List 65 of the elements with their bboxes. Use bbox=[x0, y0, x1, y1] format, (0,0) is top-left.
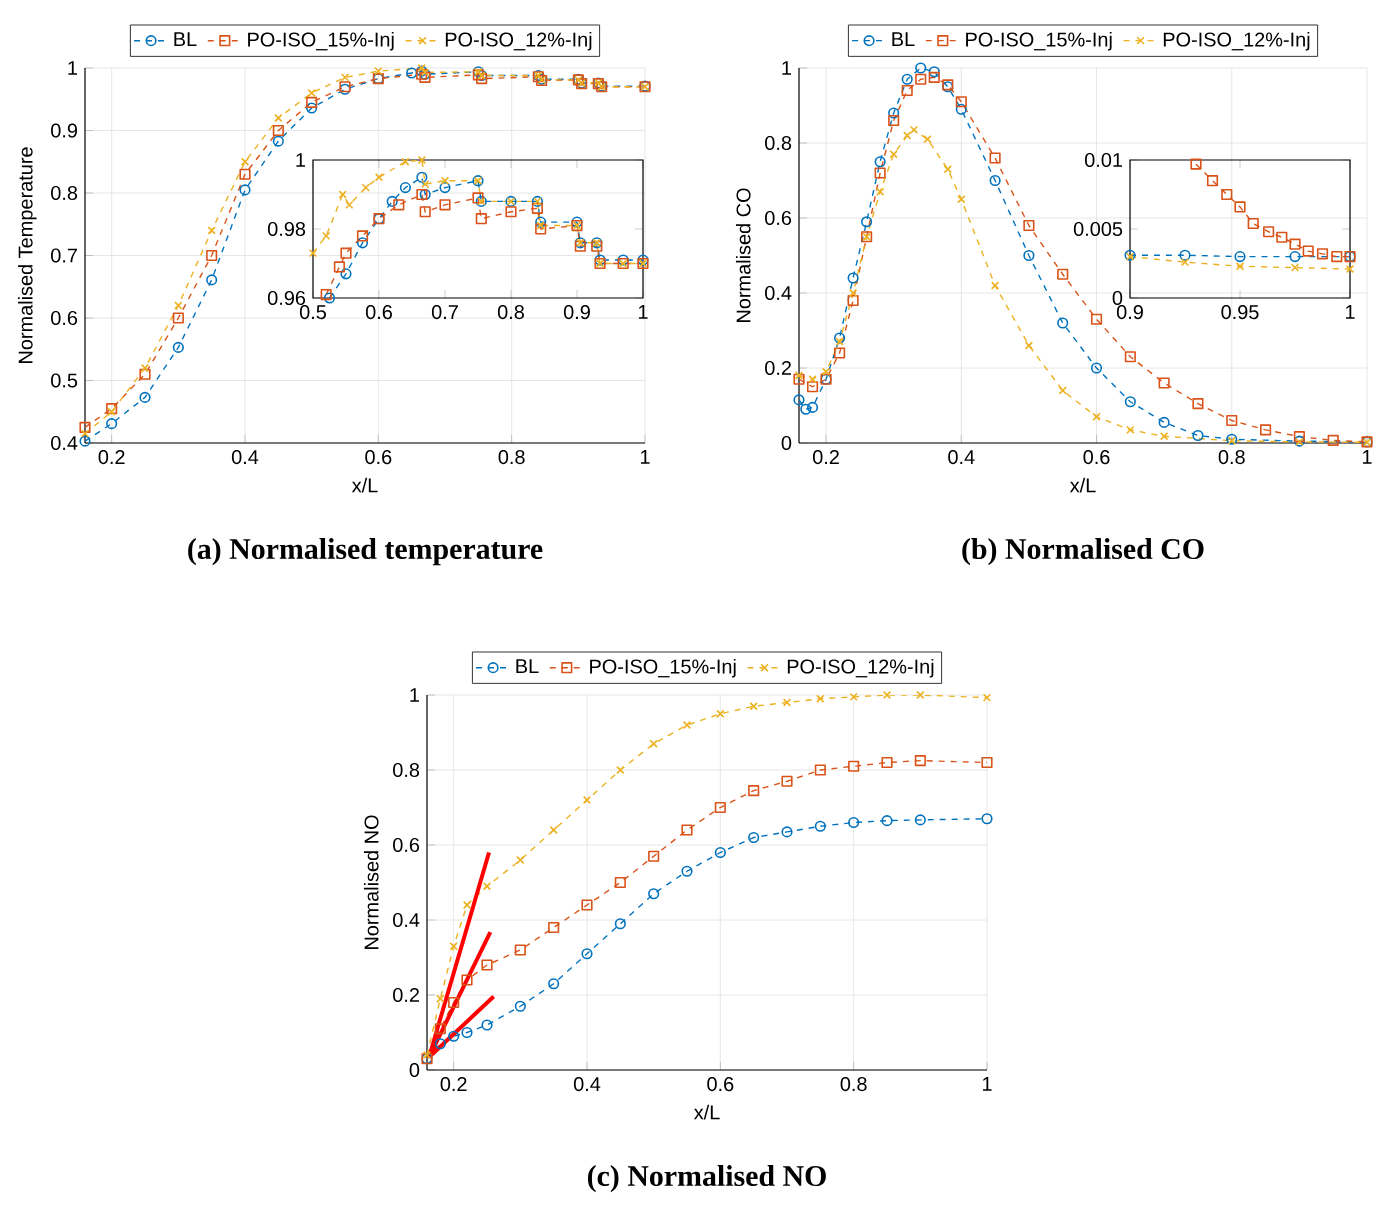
x-tick-label: 0.4 bbox=[573, 1077, 601, 1092]
legend-label: BL bbox=[174, 32, 197, 47]
y-tick-label: 1 bbox=[296, 153, 306, 167]
legend-label: PO-ISO_12%-Inj bbox=[445, 31, 592, 51]
legend-label: PO-ISO_12%-Inj bbox=[1163, 31, 1310, 51]
y-tick-label: 0.8 bbox=[765, 135, 792, 151]
legend-label: PO-ISO_15%-Inj bbox=[966, 31, 1112, 51]
legend-label: BL bbox=[892, 32, 915, 47]
y-tick-label: 0 bbox=[781, 435, 792, 451]
y-tick-label: 0.4 bbox=[51, 435, 78, 451]
x-tick-label: 0.8 bbox=[1218, 450, 1245, 465]
x-tick-label: 0.7 bbox=[431, 305, 458, 320]
x-tick-label: 0.9 bbox=[1116, 305, 1143, 320]
y-tick-label: 0.4 bbox=[393, 912, 420, 928]
x-tick-label: 0.6 bbox=[365, 305, 392, 320]
x-tick-label: 0.8 bbox=[840, 1077, 867, 1092]
legend-label: BL bbox=[516, 659, 539, 674]
y-tick-label: 1 bbox=[410, 688, 420, 702]
x-tick-label: 0.8 bbox=[497, 305, 524, 320]
x-tick-label: 1 bbox=[983, 1077, 992, 1091]
x-tick-label: 0.6 bbox=[707, 1077, 734, 1092]
x-axis-title: x/L bbox=[351, 477, 378, 493]
text: (b) Normalised CO bbox=[962, 538, 1204, 566]
y-tick-label: 0.2 bbox=[393, 987, 419, 1003]
x-tick-label: 0.4 bbox=[948, 450, 975, 465]
y-axis-title: Normalised Temperature bbox=[18, 147, 37, 363]
y-tick-label: 0.96 bbox=[267, 290, 306, 306]
x-axis-title: x/L bbox=[693, 1104, 720, 1120]
y-tick-label: 0.98 bbox=[267, 221, 306, 237]
y-tick-label: 0 bbox=[409, 1062, 420, 1078]
x-tick-label: 0.2 bbox=[440, 1077, 467, 1092]
y-tick-label: 1 bbox=[782, 61, 792, 75]
x-tick-label: 0.95 bbox=[1221, 305, 1259, 320]
y-tick-label: 0.2 bbox=[765, 360, 791, 376]
x-tick-label: 1 bbox=[1346, 305, 1355, 319]
y-tick-label: 0.6 bbox=[393, 837, 420, 853]
y-tick-label: 0.5 bbox=[51, 373, 78, 388]
y-tick-label: 0.8 bbox=[393, 762, 420, 778]
x-tick-label: 1 bbox=[638, 305, 648, 319]
y-tick-label: 0.8 bbox=[51, 185, 78, 201]
y-tick-label: 0.7 bbox=[51, 248, 77, 263]
legend-label: PO-ISO_15%-Inj bbox=[248, 31, 394, 51]
y-tick-label: 0 bbox=[1112, 290, 1123, 306]
y-tick-label: 0.9 bbox=[51, 123, 78, 138]
text: (a) Normalised temperature bbox=[188, 538, 543, 566]
y-tick-label: 0.4 bbox=[765, 285, 792, 301]
text: (c) Normalised NO bbox=[587, 1165, 826, 1193]
x-tick-label: 1 bbox=[1362, 450, 1372, 464]
y-tick-label: 1 bbox=[68, 61, 77, 75]
x-tick-label: 0.2 bbox=[812, 450, 839, 465]
y-axis-title: Normalised CO bbox=[735, 188, 751, 322]
y-tick-label: 0.6 bbox=[765, 210, 792, 226]
legend-label: PO-ISO_12%-Inj bbox=[787, 658, 934, 678]
legend-label: PO-ISO_15%-Inj bbox=[590, 658, 736, 678]
x-tick-label: 0.9 bbox=[563, 305, 590, 320]
x-tick-label: 0.6 bbox=[365, 450, 392, 465]
y-tick-label: 0.01 bbox=[1084, 152, 1123, 168]
x-tick-label: 0.4 bbox=[231, 450, 259, 465]
x-tick-label: 0.8 bbox=[498, 450, 525, 465]
x-axis-title: x/L bbox=[1069, 477, 1096, 493]
y-axis-title: Normalised NO bbox=[363, 815, 379, 949]
x-tick-label: 0.5 bbox=[299, 305, 327, 320]
y-tick-label: 0.005 bbox=[1073, 221, 1123, 237]
x-tick-label: 1 bbox=[640, 450, 650, 464]
x-tick-label: 0.2 bbox=[98, 450, 125, 465]
